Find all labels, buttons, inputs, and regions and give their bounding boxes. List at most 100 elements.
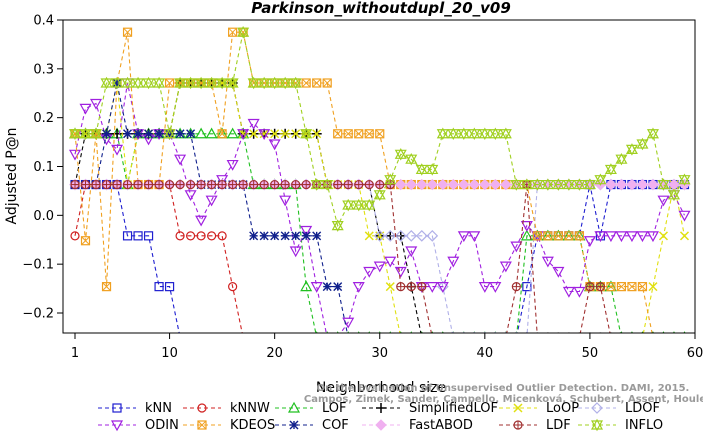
point-ldf-13 — [196, 179, 206, 190]
point-odin-54 — [625, 231, 638, 243]
point-ldf-15 — [217, 179, 227, 190]
point-knn-10 — [164, 282, 175, 292]
plot-frame — [62, 19, 696, 334]
point-ldf-18 — [249, 179, 259, 190]
point-odin-46 — [541, 256, 554, 268]
point-inflo-2 — [79, 127, 92, 141]
point-ldof-33 — [405, 229, 418, 242]
point-ldf-32 — [396, 282, 406, 292]
legend-item-ldf: LDF — [499, 418, 571, 433]
legend-item-fastabod: FastABOD — [362, 418, 473, 433]
point-inflo-35 — [426, 163, 439, 176]
point-fastabod-41 — [489, 178, 502, 191]
series-layer — [68, 25, 691, 333]
point-cof-19 — [259, 231, 269, 241]
point-inflo-7 — [132, 76, 145, 90]
point-knnw-16 — [228, 282, 238, 292]
point-fastabod-56 — [647, 178, 659, 191]
point-inflo-39 — [468, 127, 481, 141]
point-ldf-2 — [80, 179, 91, 190]
point-inflo-10 — [163, 127, 176, 141]
legend-item-knn: kNN — [98, 401, 172, 416]
point-ldof-34 — [415, 229, 428, 242]
point-inflo-17 — [237, 25, 250, 39]
point-ldf-10 — [164, 179, 175, 190]
point-odin-14 — [205, 195, 218, 207]
legend-marker-loop — [513, 403, 523, 413]
point-inflo-19 — [258, 76, 271, 90]
legend-marker-fastabod — [375, 419, 387, 431]
point-kdeos-47 — [553, 231, 563, 241]
legend-item-ldof: LDOF — [578, 401, 660, 416]
point-kdeos-25 — [322, 78, 332, 88]
legend-item-kdeos: KDEOS — [183, 418, 275, 433]
point-kdeos-52 — [606, 282, 616, 292]
point-inflo-24 — [310, 178, 323, 191]
point-loop-20 — [270, 129, 280, 139]
legend-label-fastabod: FastABOD — [409, 418, 473, 433]
series-ldf — [70, 179, 686, 333]
legend-marker-simplifiedlof — [376, 403, 386, 413]
legend-label-odin: ODIN — [145, 418, 179, 433]
point-cof-24 — [312, 231, 322, 241]
point-inflo-14 — [205, 76, 218, 90]
y-tick-label: 0.0 — [33, 209, 54, 224]
point-odin-18 — [247, 118, 260, 130]
point-odin-30 — [373, 261, 386, 273]
point-fastabod-53 — [615, 178, 628, 191]
point-inflo-27 — [342, 198, 355, 212]
point-kdeos-48 — [564, 231, 574, 241]
point-lof-13 — [195, 127, 208, 139]
watermark-authors: Campos, Zimek, Sander, Campello, Micenko… — [304, 393, 703, 405]
y-tick-label: 0.3 — [33, 62, 54, 77]
point-odin-16 — [226, 159, 239, 171]
point-inflo-32 — [394, 148, 407, 161]
point-odin-24 — [310, 282, 323, 293]
point-inflo-5 — [111, 76, 124, 90]
y-axis-label: Adjusted P@n — [4, 127, 20, 224]
point-inflo-36 — [436, 127, 449, 141]
series-line-inflo — [75, 32, 685, 228]
point-odin-43 — [510, 241, 523, 253]
point-odin-19 — [258, 129, 271, 141]
series-line-knn — [75, 184, 685, 333]
point-ldf-19 — [259, 179, 269, 190]
legend-label-ldof: LDOF — [625, 401, 660, 416]
point-inflo-20 — [268, 76, 281, 90]
point-kdeos-53 — [616, 282, 627, 292]
point-cof-26 — [333, 282, 343, 292]
point-inflo-38 — [457, 127, 470, 141]
point-knn-6 — [122, 231, 133, 241]
point-ldf-33 — [406, 282, 416, 292]
legend-label-lof: LOF — [322, 401, 347, 416]
point-knnw-13 — [196, 231, 206, 241]
point-cof-6 — [123, 129, 133, 139]
point-odin-23 — [300, 225, 313, 237]
point-kdeos-49 — [574, 231, 585, 241]
point-odin-38 — [457, 231, 470, 243]
x-tick-label: 60 — [687, 346, 703, 361]
point-knnw-14 — [207, 231, 217, 241]
legend-item-loop: LoOP — [499, 401, 579, 416]
legend-marker-knn — [112, 403, 122, 413]
x-tick-label: 20 — [266, 346, 283, 361]
point-cof-25 — [322, 282, 332, 292]
point-fastabod-34 — [416, 178, 428, 191]
point-ldf-1 — [70, 179, 80, 190]
point-kdeos-54 — [627, 282, 637, 292]
point-ldof-35 — [426, 229, 439, 242]
point-lof-14 — [205, 127, 218, 139]
point-ldf-29 — [364, 179, 374, 190]
point-odin-50 — [583, 236, 596, 247]
x-tick-label: 50 — [582, 346, 599, 361]
legend-label-knn: kNN — [145, 401, 172, 416]
point-odin-20 — [268, 139, 281, 151]
point-ldf-4 — [101, 179, 112, 190]
legend-item-cof: COF — [275, 418, 349, 433]
point-ldf-43 — [511, 282, 521, 292]
point-loop-15 — [217, 78, 227, 88]
x-axis-label: Neighborhood size — [316, 380, 446, 396]
point-odin-31 — [384, 256, 397, 268]
point-ldf-12 — [185, 179, 196, 190]
